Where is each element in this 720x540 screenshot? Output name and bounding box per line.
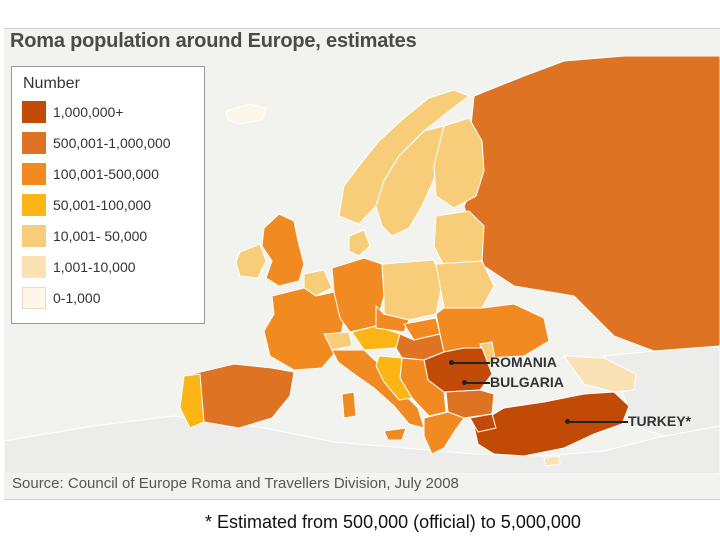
legend-swatch: [22, 194, 46, 216]
region-poland: [381, 259, 443, 321]
legend-swatch: [22, 101, 46, 123]
region-finland: [433, 117, 485, 209]
legend: Number 1,000,000+ 500,001-1,000,000 100,…: [11, 66, 205, 324]
legend-label: 0-1,000: [53, 290, 101, 306]
legend-label: 10,001- 50,000: [53, 228, 148, 244]
legend-swatch: [22, 225, 46, 247]
legend-label: 1,001-10,000: [53, 259, 136, 275]
region-cyprus: [543, 455, 561, 467]
romania-marker: [449, 360, 454, 365]
bulgaria-label: BULGARIA: [490, 374, 564, 390]
bulgaria-marker: [462, 380, 467, 385]
region-turkey: [473, 391, 630, 457]
legend-label: 500,001-1,000,000: [53, 135, 171, 151]
legend-swatch: [22, 163, 46, 185]
bulgaria-leader-line: [465, 382, 490, 384]
turkey-marker: [565, 419, 570, 424]
region-sardinia: [341, 391, 357, 419]
legend-label: 100,001-500,000: [53, 166, 159, 182]
legend-label: 1,000,000+: [53, 104, 124, 120]
legend-swatch: [22, 287, 46, 309]
region-spain: [191, 363, 295, 429]
legend-swatch: [22, 256, 46, 278]
region-denmark: [348, 229, 371, 257]
region-france: [263, 287, 345, 371]
region-thrace: [469, 413, 497, 433]
region-ukraine: [435, 303, 550, 359]
turkey-label: TURKEY*: [628, 413, 692, 429]
romania-label: ROMANIA: [490, 354, 557, 370]
legend-label: 50,001-100,000: [53, 197, 152, 213]
region-belarus: [435, 260, 495, 309]
region-ireland: [235, 243, 267, 279]
source-note: Source: Council of Europe Roma and Trave…: [12, 475, 459, 492]
region-caucasus: [562, 355, 637, 393]
region-uk: [261, 213, 305, 287]
region-italy: [331, 349, 425, 429]
turkey-leader-line: [568, 421, 628, 423]
region-iceland: [225, 103, 267, 125]
region-benelux: [303, 269, 333, 297]
legend-swatch: [22, 132, 46, 154]
region-portugal: [179, 373, 205, 429]
map-title: Roma population around Europe, estimates: [10, 30, 417, 52]
region-greece: [423, 411, 465, 455]
region-sicily: [383, 427, 407, 441]
region-croatia-bosnia: [375, 355, 413, 401]
region-switzerland: [323, 331, 353, 351]
romania-leader-line: [452, 362, 490, 364]
legend-title: Number: [23, 75, 80, 92]
europe-map: [4, 56, 720, 474]
region-baltics: [433, 210, 485, 267]
footnote: * Estimated from 500,000 (official) to 5…: [205, 512, 581, 532]
